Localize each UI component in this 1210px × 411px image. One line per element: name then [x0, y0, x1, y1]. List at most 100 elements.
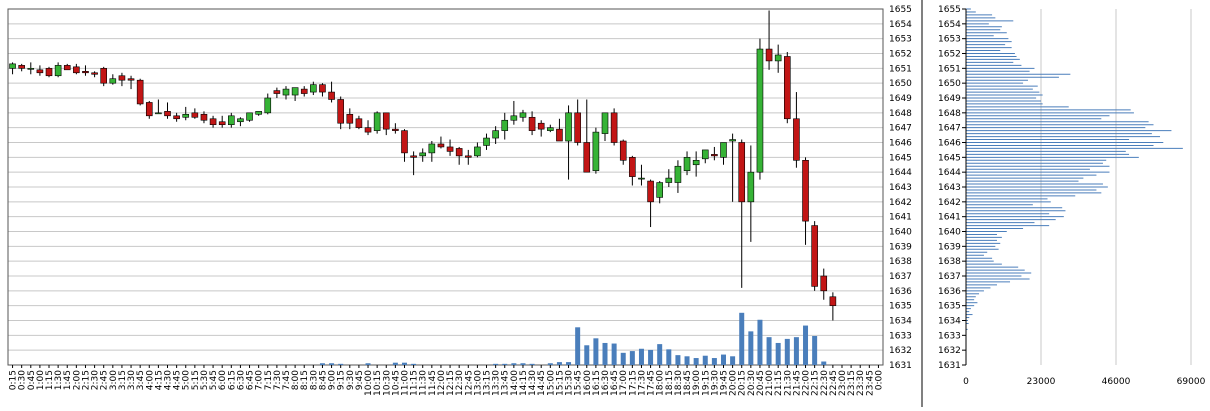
price-tick-label: 1650 [889, 79, 912, 89]
volume-bar [693, 358, 699, 365]
time-tick-label: 5:45 [209, 370, 219, 390]
time-tick-label: 12:45 [464, 370, 474, 396]
candle [519, 109, 527, 122]
time-tick-label: 2:30 [91, 370, 101, 390]
time-tick-label: 8:30 [309, 370, 319, 390]
time-tick-label: 3:00 [109, 370, 119, 390]
time-tick-label: 15:00 [546, 370, 556, 396]
profile-price-label: 1650 [938, 79, 961, 89]
candle [774, 44, 782, 73]
time-tick-label: 14:15 [519, 370, 529, 396]
volume-bar [775, 342, 781, 365]
time-tick-label: 5:15 [191, 370, 201, 390]
candle-body [656, 182, 663, 198]
candle [610, 108, 618, 146]
price-tick-label: 1653 [889, 35, 912, 45]
time-tick-label: 11:45 [428, 370, 438, 396]
candle-body [464, 155, 472, 158]
profile-bars [966, 8, 1183, 330]
time-tick-label: 18:30 [674, 370, 684, 396]
time-tick-label: 4:15 [154, 370, 164, 390]
candle [574, 99, 581, 146]
time-tick-label: 8:45 [318, 370, 328, 390]
time-tick-label: 22:30 [820, 370, 830, 396]
price-tick-label: 1634 [889, 317, 912, 327]
candle [200, 111, 208, 124]
candle-body [291, 87, 299, 96]
price-tick-label: 1643 [889, 183, 912, 193]
profile-price-label: 1633 [938, 331, 961, 341]
time-tick-label: 19:00 [692, 370, 702, 396]
candle [811, 221, 818, 291]
profile-price-label: 1634 [938, 317, 961, 327]
candle-body [18, 65, 25, 69]
profile-volume-label: 0 [963, 377, 969, 387]
candle-body [255, 111, 262, 115]
candle [556, 118, 563, 142]
candle-body [200, 114, 208, 121]
candle [601, 112, 609, 142]
candle-body [774, 54, 782, 62]
time-tick-label: 13:15 [483, 370, 493, 396]
profile-volume-label: 69000 [1177, 377, 1206, 387]
candle-body [282, 88, 290, 96]
candle [701, 149, 709, 164]
candle-body [783, 56, 791, 120]
candle-body [720, 142, 727, 158]
time-tick-label: 20:00 [729, 370, 739, 396]
candle-body [410, 155, 417, 158]
time-tick-label: 0:00 [874, 370, 884, 390]
time-tick-label: 9:00 [328, 370, 338, 390]
time-tick-label: 1:15 [45, 370, 55, 390]
time-tick-label: 8:00 [291, 370, 301, 390]
time-tick-label: 10:00 [364, 370, 374, 396]
candle-body [319, 84, 326, 93]
time-tick-label: 0:30 [18, 370, 28, 390]
candle-body [701, 149, 709, 160]
profile-y-axis: 1655 1654 1653 1652 1651 1650 1649 1648 1647 1646… [938, 5, 967, 371]
candle-body [109, 78, 117, 84]
candle-body [145, 102, 153, 117]
candle [711, 146, 718, 161]
volume-bar [502, 363, 508, 365]
candle [173, 112, 180, 122]
candle-body [328, 91, 335, 100]
time-tick-label: 5:00 [182, 370, 192, 390]
profile-price-label: 1653 [938, 35, 961, 45]
price-tick-label: 1654 [889, 20, 912, 30]
profile-price-label: 1637 [938, 272, 961, 282]
volume-bar [711, 358, 717, 365]
volume-bar [392, 362, 398, 365]
time-tick-label: 11:30 [419, 370, 429, 396]
candle [738, 139, 746, 288]
candle [638, 164, 645, 186]
volume-bar [620, 352, 626, 365]
candle [656, 181, 663, 204]
candle-body [264, 97, 272, 114]
candle [282, 86, 290, 100]
candle-body [127, 78, 135, 81]
candle [665, 169, 673, 187]
time-tick-label: 20:15 [738, 370, 748, 396]
price-tick-label: 1651 [889, 64, 912, 74]
candle [109, 74, 117, 85]
price-chart: 1655 1654 1653 1652 1651 1650 1649 1648 1647 1646… [7, 5, 912, 396]
candle [692, 151, 700, 177]
candle [145, 100, 153, 119]
candle [18, 63, 25, 72]
candle-body [647, 180, 654, 203]
volume-bar [584, 345, 590, 365]
profile-price-label: 1632 [938, 346, 961, 356]
candle-body [54, 65, 62, 77]
candle-body [173, 115, 180, 120]
profile-price-label: 1636 [938, 287, 961, 297]
time-tick-label: 0:45 [27, 370, 37, 390]
volume-bar [329, 363, 335, 365]
volume-bar [319, 363, 325, 365]
candle [246, 112, 253, 122]
price-tick-label: 1631 [889, 361, 912, 371]
candle-body [474, 146, 481, 157]
candle [255, 111, 262, 116]
volume-bar [784, 338, 790, 365]
price-tick-label: 1642 [889, 198, 912, 208]
